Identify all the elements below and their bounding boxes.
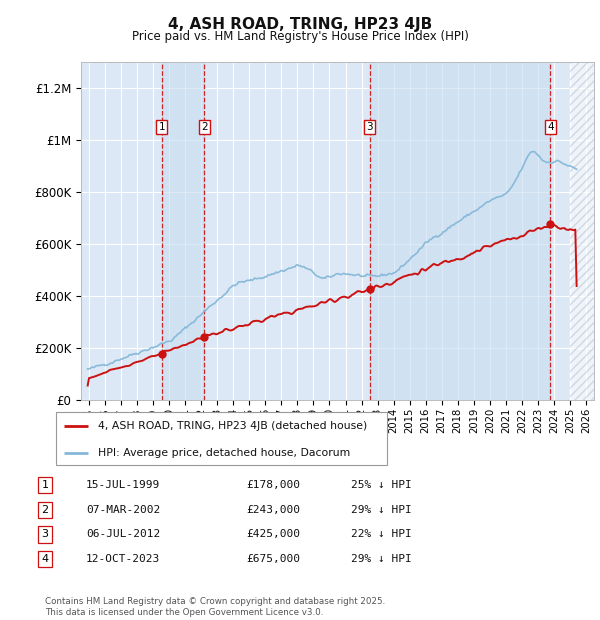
Text: £675,000: £675,000 bbox=[246, 554, 300, 564]
Text: 29% ↓ HPI: 29% ↓ HPI bbox=[350, 505, 412, 515]
Text: Price paid vs. HM Land Registry's House Price Index (HPI): Price paid vs. HM Land Registry's House … bbox=[131, 30, 469, 43]
Text: 4, ASH ROAD, TRING, HP23 4JB (detached house): 4, ASH ROAD, TRING, HP23 4JB (detached h… bbox=[98, 421, 367, 431]
Text: £178,000: £178,000 bbox=[246, 480, 300, 490]
Text: 07-MAR-2002: 07-MAR-2002 bbox=[86, 505, 160, 515]
Text: 1: 1 bbox=[41, 480, 49, 490]
Text: £243,000: £243,000 bbox=[246, 505, 300, 515]
Text: 22% ↓ HPI: 22% ↓ HPI bbox=[350, 529, 412, 539]
Text: HPI: Average price, detached house, Dacorum: HPI: Average price, detached house, Daco… bbox=[98, 448, 350, 458]
Bar bbox=[570, 62, 594, 400]
Text: £425,000: £425,000 bbox=[246, 529, 300, 539]
Text: Contains HM Land Registry data © Crown copyright and database right 2025.
This d: Contains HM Land Registry data © Crown c… bbox=[45, 598, 385, 617]
Text: 4: 4 bbox=[547, 122, 554, 132]
FancyBboxPatch shape bbox=[56, 412, 386, 465]
Text: 12-OCT-2023: 12-OCT-2023 bbox=[86, 554, 160, 564]
Text: 2: 2 bbox=[201, 122, 208, 132]
Text: 3: 3 bbox=[41, 529, 49, 539]
Bar bbox=[570, 62, 594, 400]
Text: 4: 4 bbox=[41, 554, 49, 564]
Text: 1: 1 bbox=[158, 122, 165, 132]
Bar bbox=[370, 62, 550, 400]
Text: 29% ↓ HPI: 29% ↓ HPI bbox=[350, 554, 412, 564]
Text: 2: 2 bbox=[41, 505, 49, 515]
Text: 06-JUL-2012: 06-JUL-2012 bbox=[86, 529, 160, 539]
Bar bbox=[162, 62, 204, 400]
Text: 4, ASH ROAD, TRING, HP23 4JB: 4, ASH ROAD, TRING, HP23 4JB bbox=[168, 17, 432, 32]
Text: 15-JUL-1999: 15-JUL-1999 bbox=[86, 480, 160, 490]
Text: 25% ↓ HPI: 25% ↓ HPI bbox=[350, 480, 412, 490]
Text: 3: 3 bbox=[367, 122, 373, 132]
